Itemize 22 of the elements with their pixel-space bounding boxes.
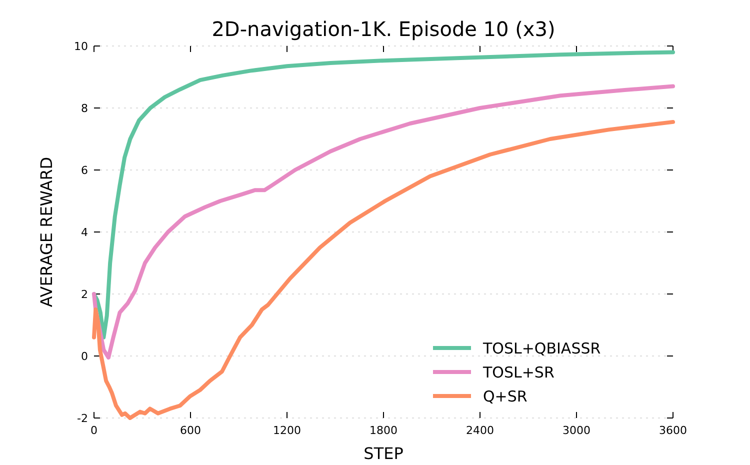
x-tick-label: 0 (90, 424, 98, 437)
x-tick-label: 1800 (370, 424, 398, 437)
y-axis-title: AVERAGE REWARD (37, 156, 56, 308)
y-tick-label: 8 (81, 102, 88, 115)
x-tick-label: 3600 (659, 424, 687, 437)
x-tick-label: 3000 (562, 424, 590, 437)
line-series (92, 120, 675, 420)
y-tick-label: 6 (81, 164, 88, 177)
x-tick-label: 600 (180, 424, 201, 437)
y-tick-label: 4 (81, 226, 88, 239)
y-tick-label: 10 (74, 40, 88, 53)
legend-label: TOSL+QBIASSR (482, 339, 601, 358)
y-tick-label: 0 (81, 350, 88, 363)
chart-title: 2D-navigation-1K. Episode 10 (x3) (212, 17, 556, 41)
legend-label: TOSL+SR (482, 363, 554, 382)
y-tick-label: 2 (81, 288, 88, 301)
line-series (92, 84, 675, 360)
x-axis-title: STEP (364, 444, 404, 463)
legend-label: Q+SR (483, 387, 528, 406)
x-tick-label: 1200 (273, 424, 301, 437)
y-tick-label: -2 (77, 412, 88, 425)
x-tick-label: 2400 (466, 424, 494, 437)
